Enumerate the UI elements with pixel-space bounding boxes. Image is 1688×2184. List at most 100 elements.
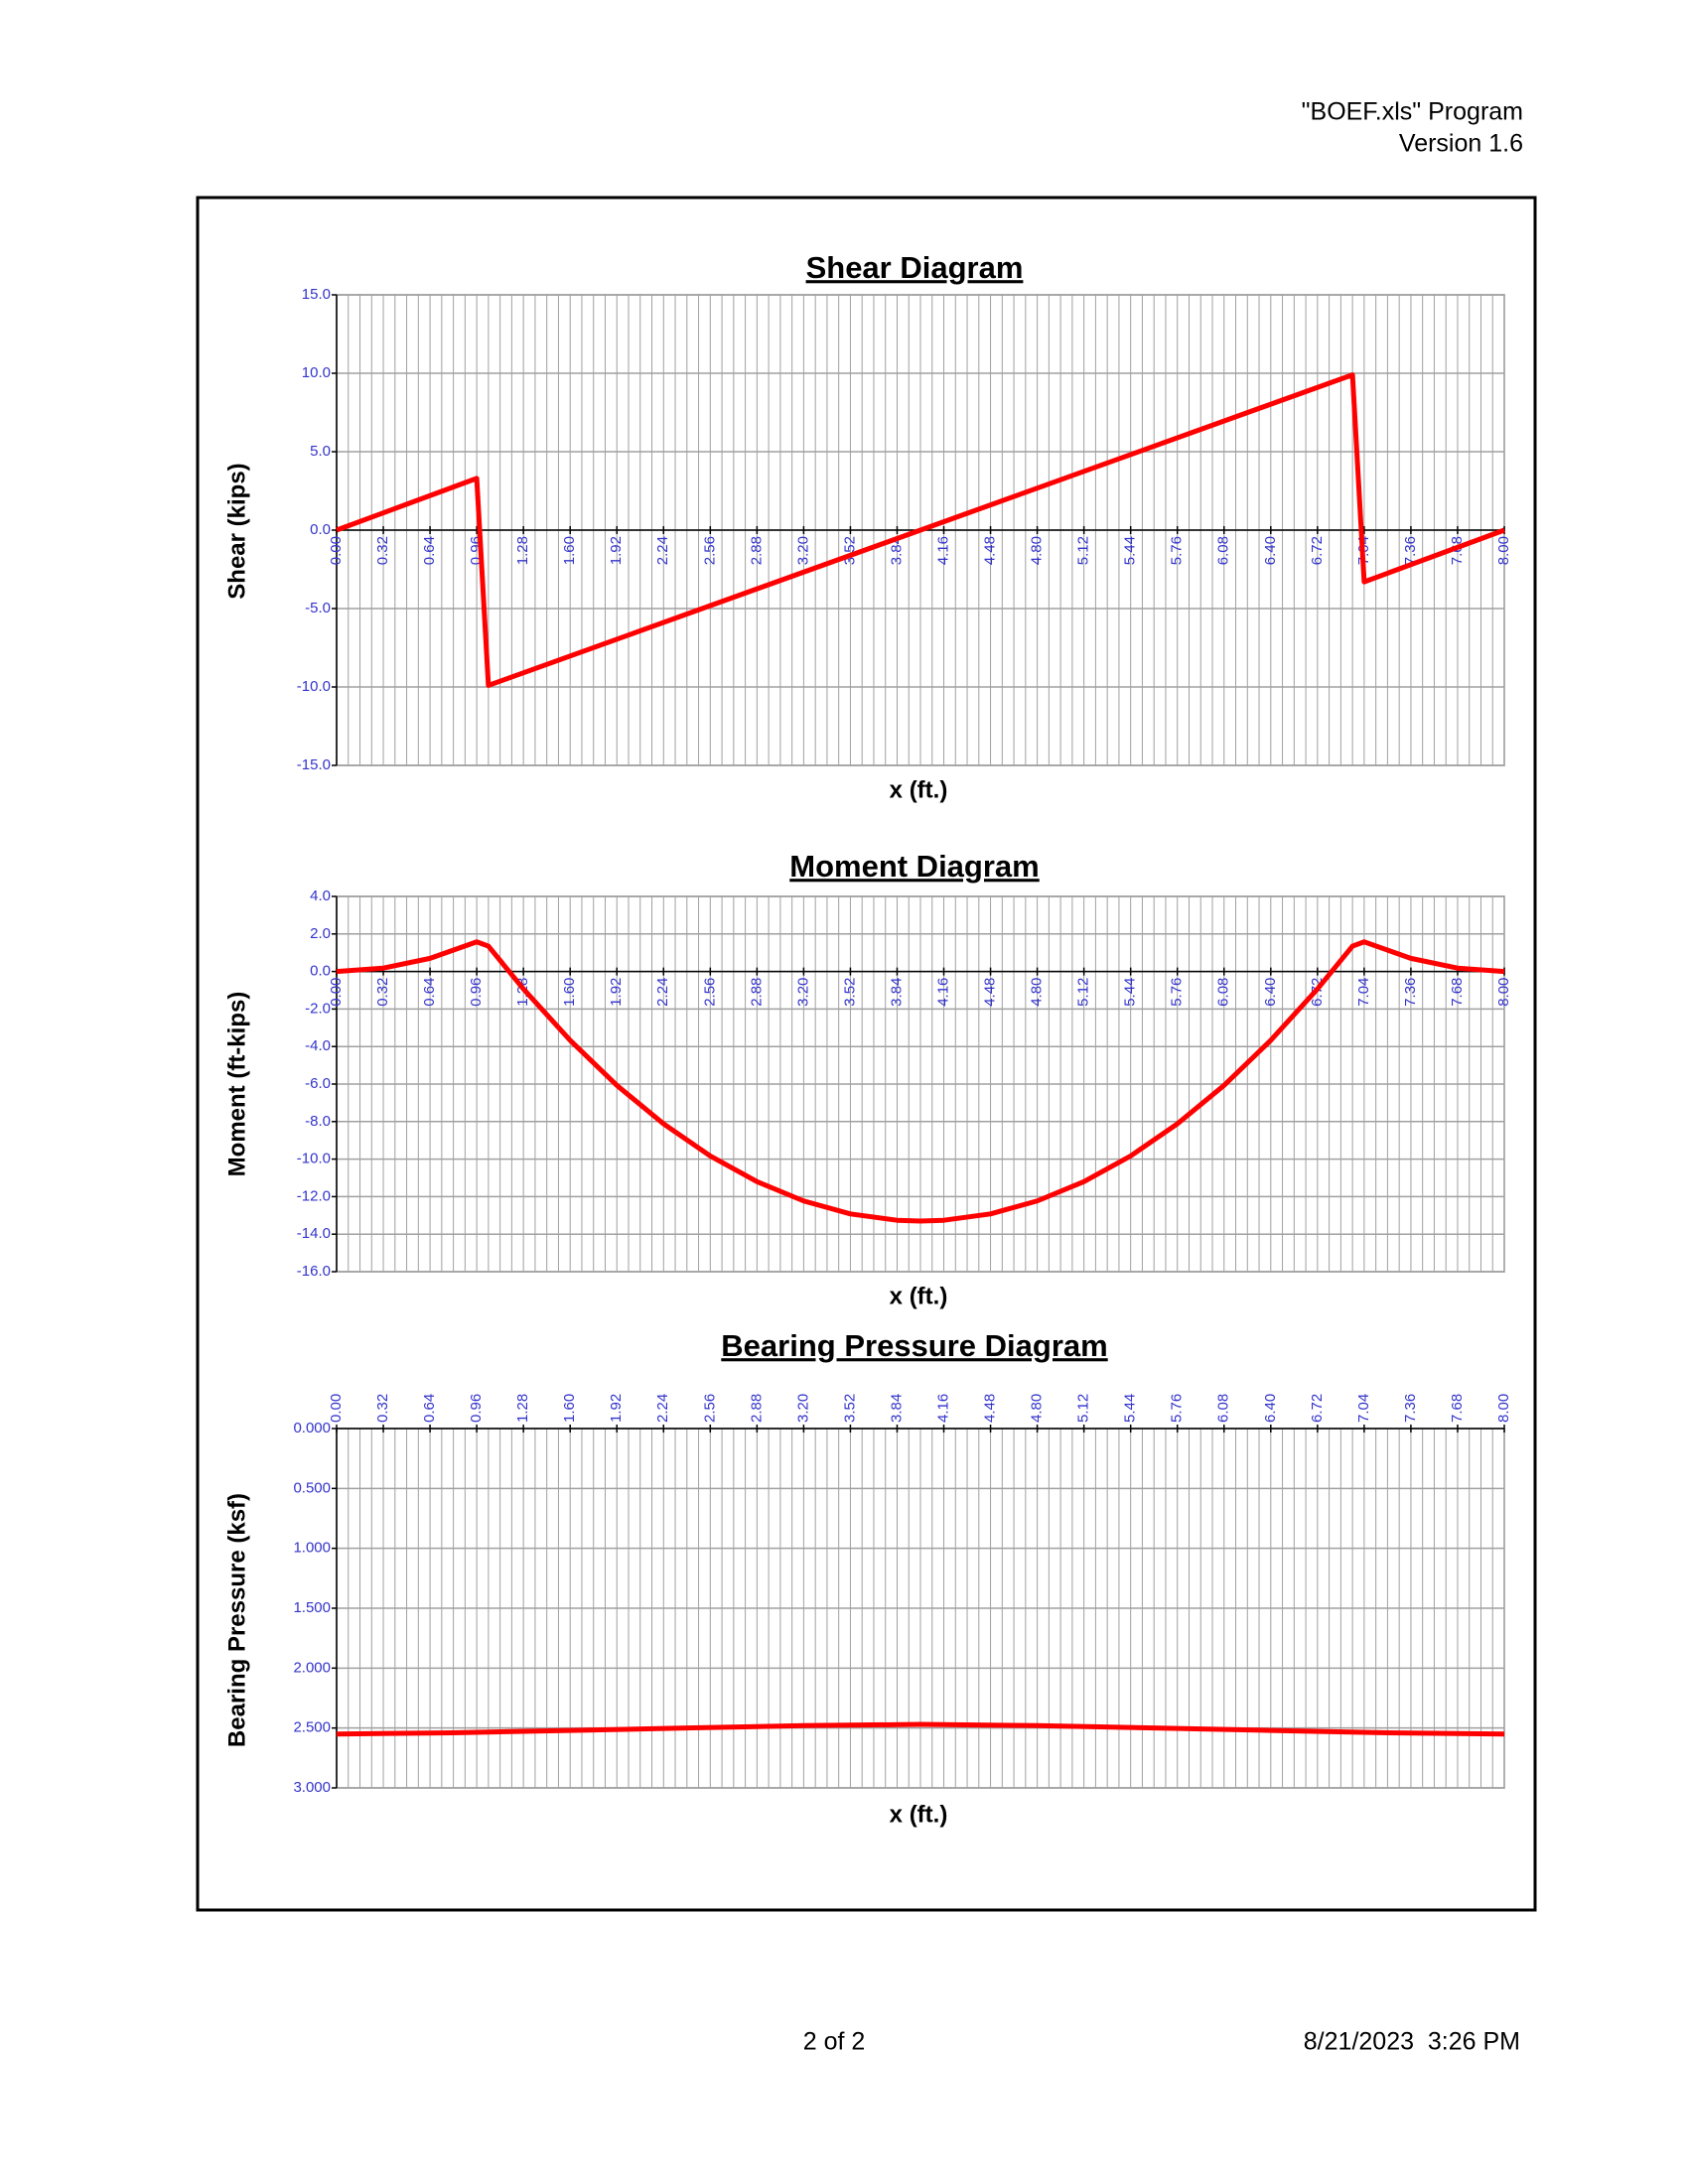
y-tick-label: -5.0 [305, 600, 331, 616]
x-tick-label: 0.32 [374, 1394, 391, 1423]
x-tick-label: 0.00 [328, 978, 345, 1007]
program-name: "BOEF.xls" Program [1302, 98, 1523, 126]
x-tick-label: 6.08 [1215, 978, 1232, 1007]
x-tick-label: 5.76 [1169, 536, 1186, 565]
x-tick-label: 4.48 [982, 978, 999, 1007]
x-tick-label: 7.04 [1355, 1394, 1372, 1423]
y-tick-label: -12.0 [297, 1187, 331, 1204]
x-tick-label: 2.24 [654, 1394, 671, 1423]
x-tick-label: 7.36 [1402, 1394, 1419, 1423]
x-tick-label: 6.08 [1215, 1394, 1232, 1423]
x-tick-label: 8.00 [1495, 1394, 1512, 1423]
y-tick-label: 15.0 [302, 286, 331, 303]
x-tick-label: 7.68 [1449, 536, 1466, 565]
x-tick-label: 0.64 [421, 978, 438, 1007]
y-tick-label: 2.500 [293, 1719, 331, 1736]
x-tick-label: 2.56 [701, 536, 718, 565]
y-tick-label: 3.000 [293, 1779, 331, 1796]
x-tick-label: 6.72 [1309, 536, 1326, 565]
x-tick-label: 6.40 [1262, 978, 1279, 1007]
x-tick-label: 1.28 [514, 1394, 531, 1423]
x-tick-label: 4.48 [982, 536, 999, 565]
x-tick-label: 2.56 [701, 978, 718, 1007]
x-tick-label: 5.44 [1122, 536, 1139, 565]
y-tick-label: -14.0 [297, 1225, 331, 1242]
x-tick-label: 3.84 [888, 536, 905, 565]
y-axis-label: Moment (ft-kips) [223, 992, 250, 1177]
x-tick-label: 0.00 [328, 1394, 345, 1423]
chart-title: Bearing Pressure Diagram [721, 1328, 1107, 1363]
data-line [336, 939, 1505, 1224]
x-tick-label: 0.64 [421, 1394, 438, 1423]
x-tick-label: 0.32 [374, 978, 391, 1007]
version: Version 1.6 [1399, 130, 1523, 158]
x-tick-label: 7.04 [1355, 978, 1372, 1007]
x-tick-label: 2.88 [748, 536, 765, 565]
x-tick-label: 4.80 [1029, 1394, 1046, 1423]
page-number: 2 of 2 [803, 2028, 866, 2056]
x-tick-label: 3.52 [841, 978, 858, 1007]
x-tick-label: 8.00 [1495, 978, 1512, 1007]
x-tick-label: 0.96 [468, 978, 485, 1007]
x-tick-label: 0.96 [468, 1394, 485, 1423]
y-tick-label: 4.0 [310, 887, 331, 904]
x-tick-label: 6.40 [1262, 536, 1279, 565]
x-tick-label: 4.16 [934, 1394, 951, 1423]
x-tick-label: 7.36 [1402, 978, 1419, 1007]
y-axis-label: Bearing Pressure (ksf) [223, 1493, 250, 1747]
x-tick-label: 3.52 [841, 536, 858, 565]
y-tick-label: -6.0 [305, 1075, 331, 1092]
x-tick-label: 7.36 [1402, 536, 1419, 565]
x-tick-label: 6.40 [1262, 1394, 1279, 1423]
y-tick-label: 0.0 [310, 521, 331, 538]
x-tick-label: 5.12 [1075, 978, 1092, 1007]
x-tick-label: 2.24 [654, 978, 671, 1007]
x-tick-label: 4.48 [982, 1394, 999, 1423]
x-tick-label: 5.12 [1075, 536, 1092, 565]
x-tick-label: 4.80 [1029, 978, 1046, 1007]
chart-title: Shear Diagram [806, 250, 1024, 285]
y-tick-label: 2.000 [293, 1659, 331, 1676]
x-tick-label: 1.92 [608, 1394, 625, 1423]
x-tick-label: 5.76 [1169, 978, 1186, 1007]
y-tick-label: -10.0 [297, 1151, 331, 1167]
x-tick-label: 2.88 [748, 1394, 765, 1423]
x-tick-label: 3.20 [794, 978, 811, 1007]
x-tick-label: 5.44 [1122, 978, 1139, 1007]
x-tick-label: 3.20 [794, 536, 811, 565]
x-tick-label: 0.32 [374, 536, 391, 565]
x-tick-label: 1.92 [608, 536, 625, 565]
y-tick-label: -15.0 [297, 756, 331, 773]
y-tick-label: -4.0 [305, 1037, 331, 1054]
x-axis-label: x (ft.) [890, 1283, 948, 1309]
x-tick-label: 2.88 [748, 978, 765, 1007]
x-tick-label: 5.12 [1075, 1394, 1092, 1423]
x-tick-label: 4.16 [934, 536, 951, 565]
y-tick-label: -16.0 [297, 1263, 331, 1280]
y-tick-label: -2.0 [305, 1000, 331, 1017]
data-line [336, 1721, 1505, 1737]
y-tick-label: -8.0 [305, 1113, 331, 1130]
x-tick-label: 5.44 [1122, 1394, 1139, 1423]
x-tick-label: 4.16 [934, 978, 951, 1007]
y-tick-label: 1.500 [293, 1599, 331, 1616]
x-axis-label: x (ft.) [890, 776, 948, 803]
x-tick-label: 0.00 [328, 536, 345, 565]
y-tick-label: 2.0 [310, 925, 331, 942]
y-tick-label: 0.0 [310, 963, 331, 980]
x-tick-label: 3.84 [888, 1394, 905, 1423]
y-tick-label: 0.000 [293, 1420, 331, 1436]
y-axis-label: Shear (kips) [223, 463, 250, 599]
x-tick-label: 1.60 [561, 536, 578, 565]
x-tick-label: 7.68 [1449, 978, 1466, 1007]
y-tick-label: 1.000 [293, 1540, 331, 1557]
x-tick-label: 3.52 [841, 1394, 858, 1423]
x-tick-label: 1.60 [561, 978, 578, 1007]
x-tick-label: 6.72 [1309, 1394, 1326, 1423]
frame [196, 196, 1537, 1912]
x-tick-label: 5.76 [1169, 1394, 1186, 1423]
y-tick-label: 10.0 [302, 364, 331, 381]
x-tick-label: 1.28 [514, 536, 531, 565]
